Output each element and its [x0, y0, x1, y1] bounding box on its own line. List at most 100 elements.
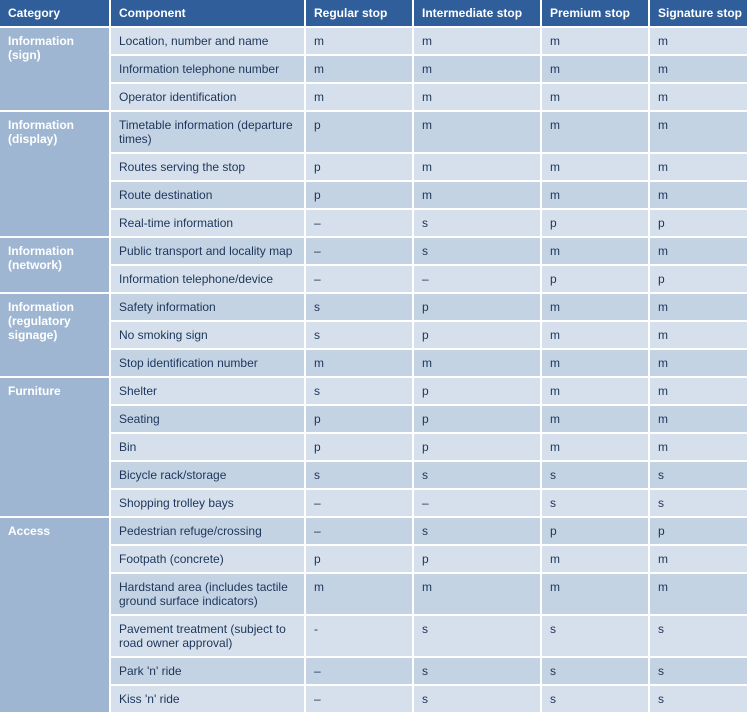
col-intermediate: Intermediate stop: [413, 0, 541, 27]
col-signature: Signature stop: [649, 0, 747, 27]
signature-cell: m: [649, 55, 747, 83]
component-cell: Pedestrian refuge/crossing: [110, 517, 305, 545]
regular-cell: p: [305, 433, 413, 461]
intermediate-cell: s: [413, 615, 541, 657]
table-row: Footpath (concrete)ppmm: [0, 545, 747, 573]
table-row: Stop identification numbermmmm: [0, 349, 747, 377]
table-row: Park 'n' ride–sss: [0, 657, 747, 685]
regular-cell: –: [305, 209, 413, 237]
table-header-row: Category Component Regular stop Intermed…: [0, 0, 747, 27]
intermediate-cell: p: [413, 405, 541, 433]
table-row: Pavement treatment (subject to road owne…: [0, 615, 747, 657]
component-cell: Bin: [110, 433, 305, 461]
col-regular: Regular stop: [305, 0, 413, 27]
signature-cell: m: [649, 111, 747, 153]
signature-cell: m: [649, 321, 747, 349]
stop-table: Category Component Regular stop Intermed…: [0, 0, 747, 714]
component-cell: Stop identification number: [110, 349, 305, 377]
table-row: Seatingppmm: [0, 405, 747, 433]
signature-cell: m: [649, 27, 747, 55]
premium-cell: m: [541, 433, 649, 461]
premium-cell: s: [541, 657, 649, 685]
regular-cell: s: [305, 377, 413, 405]
component-cell: Kiss 'n' ride: [110, 685, 305, 713]
table-row: Shopping trolley bays––ss: [0, 489, 747, 517]
regular-cell: m: [305, 55, 413, 83]
component-cell: Safety information: [110, 293, 305, 321]
regular-cell: –: [305, 657, 413, 685]
component-cell: Timetable information (departure times): [110, 111, 305, 153]
signature-cell: p: [649, 265, 747, 293]
intermediate-cell: p: [413, 377, 541, 405]
component-cell: Seating: [110, 405, 305, 433]
premium-cell: m: [541, 181, 649, 209]
table-row: Routes serving the stoppmmm: [0, 153, 747, 181]
premium-cell: s: [541, 489, 649, 517]
signature-cell: m: [649, 293, 747, 321]
table-row: Information telephone numbermmmm: [0, 55, 747, 83]
component-cell: Public transport and locality map: [110, 237, 305, 265]
premium-cell: p: [541, 517, 649, 545]
signature-cell: m: [649, 83, 747, 111]
table-row: FurnitureShelterspmm: [0, 377, 747, 405]
component-cell: Real-time information: [110, 209, 305, 237]
table-body: Information (sign)Location, number and n…: [0, 27, 747, 713]
intermediate-cell: m: [413, 153, 541, 181]
premium-cell: p: [541, 265, 649, 293]
premium-cell: s: [541, 685, 649, 713]
category-cell: Information (network): [0, 237, 110, 293]
intermediate-cell: m: [413, 349, 541, 377]
component-cell: Route destination: [110, 181, 305, 209]
component-cell: Footpath (concrete): [110, 545, 305, 573]
intermediate-cell: m: [413, 181, 541, 209]
table-row: Information telephone/device––pp: [0, 265, 747, 293]
intermediate-cell: s: [413, 209, 541, 237]
category-cell: Furniture: [0, 377, 110, 517]
regular-cell: s: [305, 461, 413, 489]
regular-cell: –: [305, 685, 413, 713]
signature-cell: m: [649, 405, 747, 433]
table-row: Real-time information–spp: [0, 209, 747, 237]
component-cell: Pavement treatment (subject to road owne…: [110, 615, 305, 657]
regular-cell: –: [305, 489, 413, 517]
table-row: Operator identificationmmmm: [0, 83, 747, 111]
signature-cell: s: [649, 489, 747, 517]
premium-cell: m: [541, 55, 649, 83]
table-row: Information (display)Timetable informati…: [0, 111, 747, 153]
component-cell: Routes serving the stop: [110, 153, 305, 181]
premium-cell: s: [541, 615, 649, 657]
regular-cell: p: [305, 111, 413, 153]
regular-cell: m: [305, 349, 413, 377]
category-cell: Information (display): [0, 111, 110, 237]
intermediate-cell: p: [413, 545, 541, 573]
premium-cell: s: [541, 461, 649, 489]
component-cell: Information telephone number: [110, 55, 305, 83]
intermediate-cell: p: [413, 433, 541, 461]
premium-cell: m: [541, 573, 649, 615]
regular-cell: p: [305, 153, 413, 181]
intermediate-cell: –: [413, 265, 541, 293]
table-row: Hardstand area (includes tactile ground …: [0, 573, 747, 615]
component-cell: No smoking sign: [110, 321, 305, 349]
premium-cell: p: [541, 209, 649, 237]
premium-cell: m: [541, 545, 649, 573]
signature-cell: m: [649, 237, 747, 265]
category-cell: Information (sign): [0, 27, 110, 111]
regular-cell: s: [305, 321, 413, 349]
intermediate-cell: m: [413, 27, 541, 55]
regular-cell: p: [305, 545, 413, 573]
signature-cell: m: [649, 545, 747, 573]
component-cell: Location, number and name: [110, 27, 305, 55]
intermediate-cell: m: [413, 55, 541, 83]
premium-cell: m: [541, 83, 649, 111]
regular-cell: m: [305, 27, 413, 55]
col-category: Category: [0, 0, 110, 27]
table-row: AccessPedestrian refuge/crossing–spp: [0, 517, 747, 545]
category-cell: Access: [0, 517, 110, 713]
table-row: Bicycle rack/storagessss: [0, 461, 747, 489]
component-cell: Operator identification: [110, 83, 305, 111]
regular-cell: -: [305, 615, 413, 657]
premium-cell: m: [541, 405, 649, 433]
intermediate-cell: m: [413, 83, 541, 111]
premium-cell: m: [541, 153, 649, 181]
